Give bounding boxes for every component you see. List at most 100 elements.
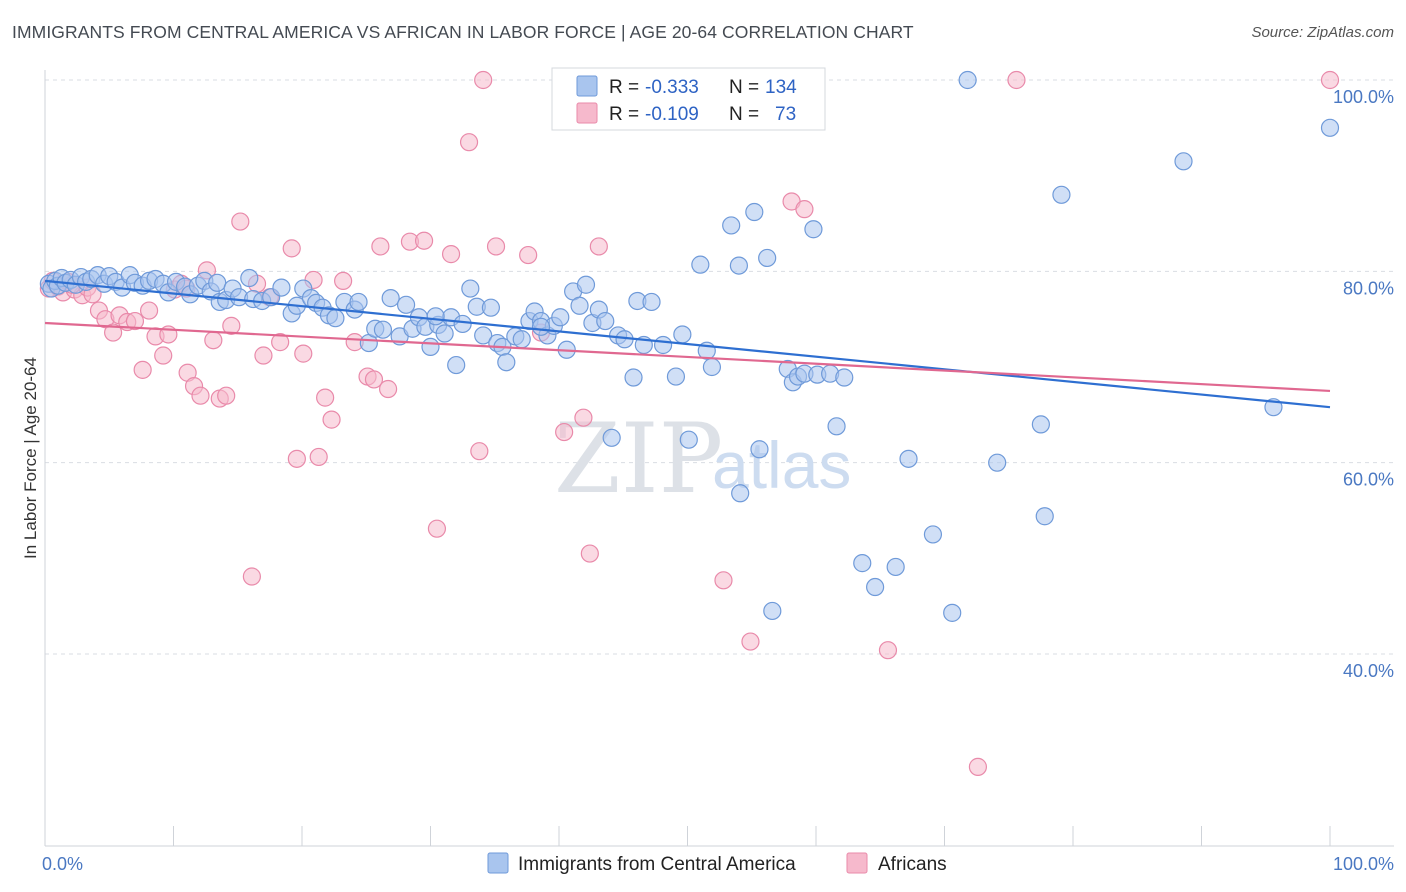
point-central-america — [272, 278, 291, 297]
point-central-america — [853, 554, 872, 573]
point-africans — [191, 386, 210, 405]
point-central-america — [731, 484, 750, 503]
y-tick-labels: 40.0% 60.0% 80.0% 100.0% — [1333, 87, 1394, 681]
point-central-america — [576, 275, 596, 294]
y-tick-label: 60.0% — [1343, 470, 1394, 490]
point-africans — [371, 237, 390, 256]
point-central-america — [421, 337, 440, 357]
x-tick-label: 100.0% — [1333, 854, 1394, 874]
legend-swatch-pink — [576, 102, 598, 124]
point-africans — [878, 641, 898, 660]
point-africans — [968, 757, 988, 776]
point-central-america — [642, 292, 661, 312]
y-tick-label: 80.0% — [1343, 278, 1394, 298]
point-central-america — [835, 368, 854, 387]
legend-swatch-blue — [576, 75, 598, 97]
point-africans — [486, 237, 506, 256]
point-africans — [104, 323, 123, 342]
legend-n-value-pink: 73 — [775, 104, 796, 125]
correlation-legend: R = -0.333 N = 134 R = -0.109 N = 73 — [551, 67, 826, 131]
point-central-america — [691, 255, 710, 274]
point-africans — [364, 370, 384, 389]
point-africans — [222, 316, 241, 335]
point-central-america — [722, 216, 741, 235]
point-africans — [231, 212, 250, 231]
point-central-america — [481, 298, 500, 317]
point-central-america — [596, 311, 615, 331]
point-central-america — [729, 256, 749, 275]
point-central-america — [866, 577, 885, 597]
point-africans — [294, 344, 313, 363]
point-central-america — [447, 355, 466, 375]
watermark: ZIP atlas — [554, 403, 851, 515]
point-central-america — [1035, 507, 1054, 526]
point-africans — [580, 544, 599, 563]
point-central-america — [326, 309, 345, 328]
point-central-america — [373, 320, 393, 339]
point-central-america — [886, 557, 905, 577]
point-africans — [741, 632, 760, 651]
point-africans — [1007, 70, 1026, 90]
point-africans — [133, 360, 152, 379]
point-africans — [427, 519, 447, 538]
trend-line-central-america — [44, 279, 1331, 409]
point-central-america — [208, 273, 227, 292]
point-central-america — [1031, 415, 1050, 434]
x-tick-labels: 0.0% 100.0% — [42, 854, 1394, 874]
point-africans — [204, 331, 223, 350]
point-central-america — [750, 440, 769, 459]
point-central-america — [426, 307, 445, 326]
point-africans — [316, 388, 335, 407]
point-africans — [334, 271, 353, 290]
legend-label-central-america: Immigrants from Central America — [518, 854, 796, 875]
point-central-america — [512, 330, 531, 349]
point-central-america — [474, 326, 493, 345]
point-africans — [555, 422, 574, 442]
point-africans — [287, 449, 306, 468]
point-africans — [322, 410, 341, 429]
data-points — [39, 70, 1340, 776]
point-africans — [441, 245, 461, 264]
point-africans — [795, 200, 814, 219]
point-central-america — [758, 248, 777, 268]
legend-n-value-blue: 134 — [765, 77, 797, 98]
point-central-america — [461, 279, 480, 298]
point-central-america — [453, 314, 472, 334]
y-tick-label: 100.0% — [1333, 87, 1394, 107]
legend-n-label: N = — [729, 104, 759, 125]
legend-r-label: R = — [609, 104, 639, 125]
point-central-america — [1320, 118, 1340, 137]
point-central-america — [381, 289, 400, 308]
point-central-america — [763, 601, 782, 621]
series-legend: Immigrants from Central America Africans — [487, 852, 947, 875]
y-axis-label: In Labor Force | Age 20-64 — [21, 357, 40, 559]
legend-r-value-pink: -0.109 — [645, 104, 699, 125]
point-central-america — [666, 367, 686, 386]
point-africans — [414, 231, 434, 250]
point-central-america — [1174, 152, 1193, 171]
point-africans — [1320, 70, 1340, 90]
legend-r-label: R = — [609, 77, 639, 98]
point-africans — [282, 239, 301, 258]
point-central-america — [679, 430, 698, 449]
trend-line-africans — [44, 321, 1331, 393]
chart-source: Source: ZipAtlas.com — [1251, 24, 1394, 41]
point-central-america — [349, 292, 368, 312]
point-central-america — [240, 268, 259, 288]
point-africans — [378, 379, 398, 399]
point-africans — [474, 70, 493, 90]
point-central-america — [551, 308, 570, 327]
point-africans — [254, 346, 273, 365]
point-africans — [271, 333, 290, 352]
legend-swatch-africans — [846, 852, 868, 874]
point-africans — [574, 408, 593, 427]
point-central-america — [570, 296, 589, 315]
legend-r-value-blue: -0.333 — [645, 77, 699, 98]
legend-n-label: N = — [729, 77, 759, 98]
trend-lines — [44, 279, 1331, 409]
point-central-america — [435, 324, 454, 343]
point-central-america — [531, 317, 551, 336]
chart-title: IMMIGRANTS FROM CENTRAL AMERICA VS AFRIC… — [12, 22, 914, 42]
legend-label-africans: Africans — [878, 854, 947, 875]
point-central-america — [958, 70, 977, 90]
